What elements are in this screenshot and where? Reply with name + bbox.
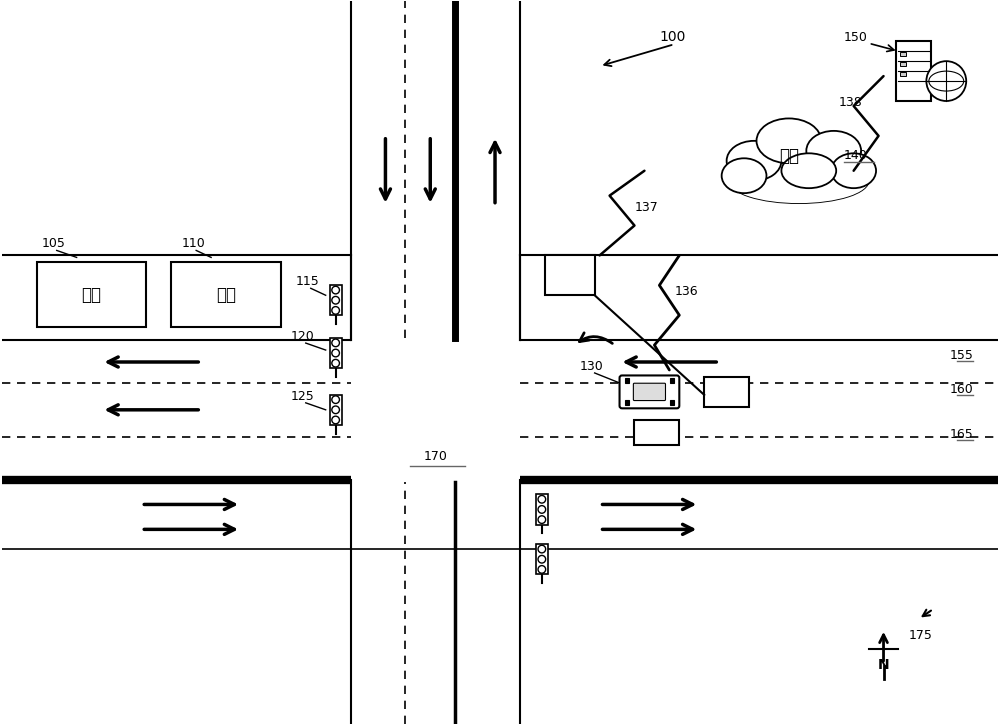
Ellipse shape <box>781 153 836 188</box>
Text: 137: 137 <box>634 201 658 214</box>
Text: 125: 125 <box>291 390 315 403</box>
Ellipse shape <box>831 153 876 188</box>
Text: 131: 131 <box>711 380 735 393</box>
Text: 150: 150 <box>844 31 868 44</box>
Ellipse shape <box>727 141 781 181</box>
Bar <box>330 394 342 425</box>
Circle shape <box>538 515 546 523</box>
Text: 120: 120 <box>291 330 315 343</box>
Text: 160: 160 <box>949 384 973 397</box>
Bar <box>670 400 674 405</box>
Bar <box>900 72 906 76</box>
Bar <box>536 494 548 525</box>
Bar <box>37 262 146 327</box>
Circle shape <box>332 396 339 404</box>
Text: 170: 170 <box>423 450 447 463</box>
Bar <box>330 285 342 315</box>
Ellipse shape <box>806 131 861 171</box>
Ellipse shape <box>729 158 869 203</box>
Text: 132: 132 <box>641 423 665 436</box>
Circle shape <box>538 566 546 573</box>
Bar <box>634 420 679 444</box>
Circle shape <box>332 360 339 367</box>
Bar <box>704 377 749 407</box>
Text: 商店: 商店 <box>82 286 102 304</box>
Text: 110: 110 <box>181 238 205 250</box>
Bar <box>625 378 629 383</box>
Text: 餐厅: 餐厅 <box>216 286 236 304</box>
Ellipse shape <box>729 158 869 203</box>
Bar <box>625 400 629 405</box>
Text: 105: 105 <box>42 238 66 250</box>
Circle shape <box>332 307 339 314</box>
Bar <box>900 62 906 66</box>
Circle shape <box>332 416 339 424</box>
Text: N: N <box>878 658 889 672</box>
Circle shape <box>538 495 546 503</box>
Circle shape <box>926 61 966 101</box>
Text: 130: 130 <box>580 360 603 373</box>
Text: 135: 135 <box>552 263 576 276</box>
Text: 140: 140 <box>844 149 867 162</box>
Bar <box>900 52 906 56</box>
Ellipse shape <box>722 158 766 193</box>
FancyBboxPatch shape <box>620 376 679 408</box>
Text: 138: 138 <box>839 96 862 109</box>
Circle shape <box>332 349 339 357</box>
Bar <box>896 41 931 101</box>
Text: 网络: 网络 <box>779 146 799 165</box>
Text: 175: 175 <box>908 629 932 642</box>
Bar <box>545 255 595 295</box>
Circle shape <box>538 555 546 563</box>
Circle shape <box>332 339 339 347</box>
FancyBboxPatch shape <box>633 384 665 400</box>
Text: 115: 115 <box>296 276 320 289</box>
Text: 155: 155 <box>949 349 973 362</box>
Ellipse shape <box>757 118 821 163</box>
Circle shape <box>332 406 339 414</box>
Bar <box>330 338 342 368</box>
Circle shape <box>538 505 546 513</box>
Bar <box>670 378 674 383</box>
Text: 100: 100 <box>659 30 686 44</box>
Circle shape <box>332 286 339 294</box>
Bar <box>536 544 548 574</box>
Circle shape <box>332 297 339 304</box>
Bar <box>171 262 281 327</box>
Text: 136: 136 <box>674 285 698 298</box>
Text: 165: 165 <box>949 428 973 442</box>
Circle shape <box>538 545 546 553</box>
